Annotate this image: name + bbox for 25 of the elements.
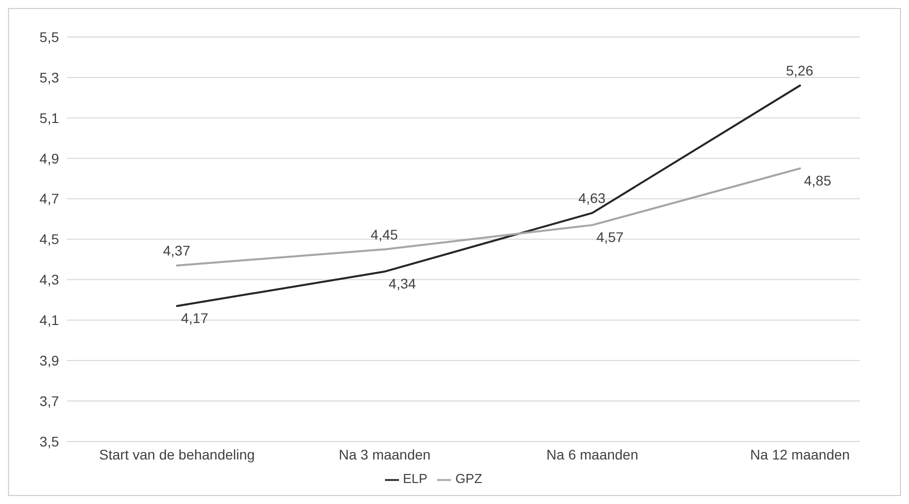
data-label: 4,45 bbox=[370, 226, 398, 242]
data-label: 4,17 bbox=[181, 310, 208, 326]
x-tick-label: Start van de behandeling bbox=[99, 446, 255, 462]
data-label: 4,85 bbox=[804, 172, 832, 188]
data-label: 4,57 bbox=[596, 229, 624, 246]
data-label: 4,63 bbox=[578, 190, 606, 206]
y-tick-label: 3,9 bbox=[40, 352, 60, 369]
y-tick-label: 4,7 bbox=[40, 190, 60, 207]
x-tick-label: Na 3 maanden bbox=[338, 446, 431, 462]
y-tick-label: 4,3 bbox=[40, 272, 60, 288]
x-tick-label: Na 6 maanden bbox=[546, 446, 638, 462]
y-tick-label: 4,9 bbox=[40, 150, 60, 166]
y-tick-label: 5,3 bbox=[40, 69, 60, 86]
y-tick-label: 3,7 bbox=[40, 392, 60, 409]
y-tick-label: 5,1 bbox=[40, 110, 60, 126]
data-label: 4,34 bbox=[388, 276, 416, 292]
y-tick-label: 3,5 bbox=[40, 433, 60, 450]
data-label: 4,37 bbox=[163, 242, 190, 259]
y-tick-label: 5,5 bbox=[40, 28, 60, 45]
x-tick-label: Na 12 maanden bbox=[750, 446, 850, 462]
data-label: 5,26 bbox=[786, 62, 814, 79]
y-tick-label: 4,1 bbox=[40, 312, 60, 328]
y-tick-label: 4,5 bbox=[40, 231, 60, 248]
legend-label: GPZ bbox=[455, 471, 482, 486]
legend-label: ELP bbox=[402, 471, 428, 486]
